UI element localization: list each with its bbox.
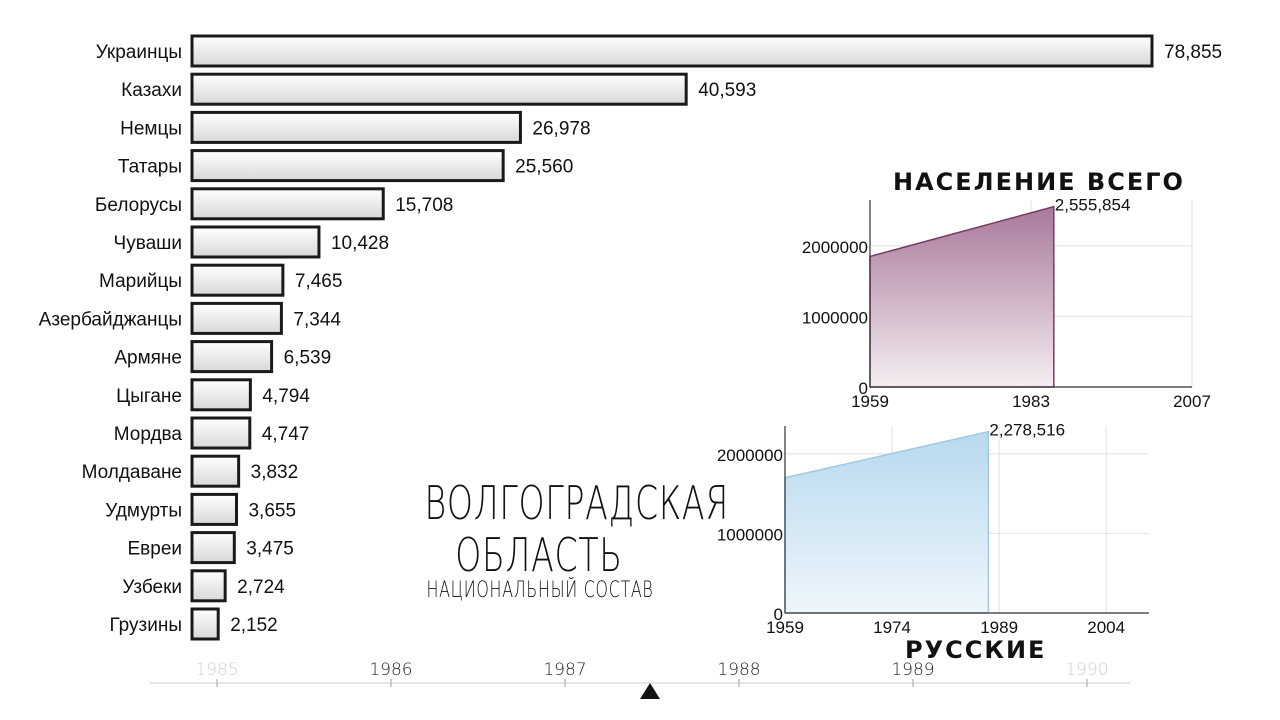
region-title-line2: ОБЛАСТЬ: [455, 528, 623, 582]
timeline-year: 1986: [369, 660, 412, 680]
bar: [190, 378, 252, 412]
area-series: [869, 205, 1055, 388]
russians-title: РУССКИЕ: [905, 636, 1047, 664]
value-label: 25,560: [515, 157, 573, 178]
y-tick-label: 2000000: [717, 446, 783, 465]
category-label: Евреи: [127, 539, 182, 560]
category-label: Татары: [118, 157, 182, 178]
x-tick-label: 2007: [1173, 392, 1211, 411]
region-title-line1: ВОЛГОГРАДСКАЯ: [424, 476, 729, 530]
total-population-title: НАСЕЛЕНИЕ ВСЕГО: [893, 168, 1185, 196]
bar: [190, 340, 274, 374]
bar: [190, 263, 285, 297]
timeline-year: 1988: [717, 660, 760, 680]
value-label: 6,539: [284, 348, 332, 369]
value-label: 26,978: [532, 118, 590, 139]
timeline-year: 1987: [543, 660, 586, 680]
bar: [190, 34, 1154, 68]
category-label: Белорусы: [95, 195, 182, 216]
bar: [190, 187, 385, 221]
bar: [190, 454, 241, 488]
value-label: 3,655: [248, 500, 296, 521]
x-tick-label: 1983: [1012, 392, 1050, 411]
category-label: Цыгане: [116, 386, 182, 407]
bar: [190, 149, 505, 183]
category-label: Немцы: [120, 118, 182, 139]
category-label: Украинцы: [96, 42, 182, 63]
value-label: 7,465: [295, 271, 343, 292]
y-tick-label: 1000000: [802, 308, 868, 327]
value-label: 10,428: [331, 233, 389, 254]
x-tick-label: 2004: [1087, 618, 1125, 637]
y-tick-label: 1000000: [717, 525, 783, 544]
area-series: [784, 430, 990, 614]
bar: [190, 531, 236, 565]
category-label: Мордва: [114, 424, 183, 445]
category-label: Марийцы: [99, 271, 182, 292]
value-label: 2,724: [237, 577, 285, 598]
value-label: 4,747: [262, 424, 310, 445]
category-label: Узбеки: [122, 577, 182, 598]
timeline-year: 1990: [1065, 660, 1108, 680]
category-label: Казахи: [121, 80, 182, 101]
category-label: Армяне: [114, 348, 182, 369]
bar: [190, 492, 238, 526]
category-label: Молдаване: [82, 462, 182, 483]
value-label: 3,832: [251, 462, 299, 483]
category-label: Удмурты: [105, 500, 182, 521]
y-tick-label: 0: [774, 605, 783, 624]
end-value-label: 2,555,854: [1055, 196, 1131, 215]
bar: [190, 72, 688, 106]
value-label: 40,593: [698, 80, 756, 101]
x-tick-label: 1959: [851, 392, 889, 411]
value-label: 2,152: [230, 615, 278, 636]
category-label: Чуваши: [114, 233, 182, 254]
x-tick-label: 1959: [766, 618, 804, 637]
bar: [190, 110, 522, 144]
y-tick-label: 0: [859, 379, 868, 398]
category-label: Азербайджанцы: [39, 309, 182, 330]
y-tick-label: 2000000: [802, 238, 868, 257]
region-subtitle: НАЦИОНАЛЬНЫЙ СОСТАВ: [426, 578, 654, 603]
value-label: 3,475: [246, 539, 294, 560]
bar: [190, 301, 283, 335]
timeline-marker-icon: [640, 683, 660, 699]
category-label: Грузины: [109, 615, 182, 636]
timeline-year: 1985: [195, 660, 238, 680]
x-tick-label: 1989: [980, 618, 1018, 637]
x-tick-label: 1974: [873, 618, 911, 637]
value-label: 78,855: [1164, 42, 1222, 63]
value-label: 15,708: [395, 195, 453, 216]
bar: [190, 416, 252, 450]
end-value-label: 2,278,516: [989, 421, 1065, 440]
value-label: 7,344: [293, 309, 341, 330]
bar: [190, 225, 321, 259]
bar: [190, 569, 227, 603]
value-label: 4,794: [262, 386, 310, 407]
timeline-year: 1989: [891, 660, 934, 680]
bar: [190, 607, 220, 641]
